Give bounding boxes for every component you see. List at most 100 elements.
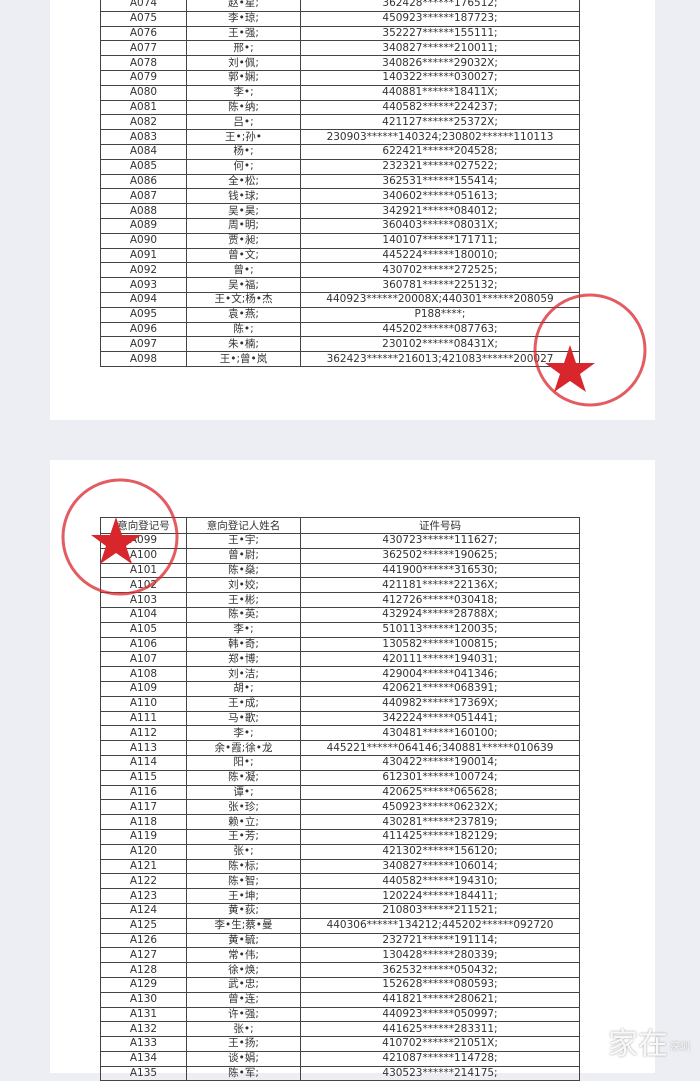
- id-number-cell: 440923******050997;: [300, 1006, 580, 1023]
- registrant-name-cell: 李•;: [186, 621, 301, 638]
- registration-no-cell: A078: [100, 55, 187, 71]
- registration-no-cell: A075: [100, 10, 187, 27]
- id-number-cell: 450923******06232X;: [300, 799, 580, 816]
- id-number-cell: 362502******190625;: [300, 547, 580, 564]
- registration-no-cell: A128: [100, 962, 187, 978]
- registration-no-cell: A080: [100, 84, 187, 101]
- company-seal-stamp: [61, 478, 179, 596]
- registrant-name-cell: 王•文;杨•杰: [186, 291, 301, 308]
- registrant-name-cell: 阳•;: [186, 754, 301, 771]
- company-seal-stamp: [533, 293, 647, 407]
- id-number-cell: 410702******21051X;: [300, 1036, 580, 1052]
- id-number-cell: 152628******080593;: [300, 976, 580, 993]
- id-number-cell: 612301******100724;: [300, 769, 580, 786]
- registrant-name-cell: 谈•娟;: [186, 1050, 301, 1067]
- table-row: A115 陈•凝; 612301******100724;: [100, 769, 580, 786]
- id-number-cell: 622421******204528;: [300, 143, 580, 160]
- registration-no-cell: A113: [100, 740, 187, 756]
- table-row: A135 陈•军; 430523******214175;: [100, 1065, 580, 1081]
- registration-no-cell: A081: [100, 99, 187, 116]
- registration-no-cell: A114: [100, 754, 187, 771]
- table-row: A079 郭•娴; 140322******030027;: [100, 69, 580, 86]
- id-number-cell: 421181******22136X;: [300, 577, 580, 594]
- id-number-cell: 440306******134212;445202******092720: [300, 917, 580, 934]
- table-row: A107 郑•博; 420111******194031;: [100, 651, 580, 668]
- table-row: A117 张•珍; 450923******06232X;: [100, 799, 580, 816]
- id-number-cell: 440881******18411X;: [300, 84, 580, 101]
- registration-no-cell: A077: [100, 40, 187, 57]
- table-row: A113 余•霞;徐•龙 445221******064146;340881****…: [100, 740, 580, 756]
- registration-no-cell: A135: [100, 1065, 187, 1081]
- registration-no-cell: A097: [100, 336, 187, 353]
- table-row: A111 马•歌; 342224******051441;: [100, 710, 580, 727]
- registration-no-cell: A076: [100, 25, 187, 42]
- registration-no-cell: A125: [100, 917, 187, 934]
- table-row: A114 阳•; 430422******190014;: [100, 754, 580, 771]
- registration-no-cell: A095: [100, 306, 187, 323]
- id-number-cell: 362423******216013;421083******200027: [300, 351, 580, 367]
- table-row: A081 陈•纳; 440582******224237;: [100, 99, 580, 116]
- id-number-cell: 342224******051441;: [300, 710, 580, 727]
- table-row: A134 谈•娟; 421087******114728;: [100, 1050, 580, 1067]
- registration-no-cell: A118: [100, 814, 187, 830]
- registration-no-cell: A109: [100, 680, 187, 697]
- registrant-name-cell: 王•坤;: [186, 888, 301, 904]
- table-row: A118 赖•立; 430281******237819;: [100, 814, 580, 830]
- registrant-name-cell: 钱•球;: [186, 188, 301, 205]
- registrant-name-cell: 王•芳;: [186, 828, 301, 845]
- table-row: A083 王•;孙• 230903******140324;230802******…: [100, 129, 580, 145]
- registrant-name-cell: 王•扬;: [186, 1036, 301, 1052]
- registrant-name-cell: 王•;曾•岚: [186, 351, 301, 367]
- id-number-cell: 420625******065628;: [300, 784, 580, 801]
- id-number-cell: 360403******08031X;: [300, 217, 580, 234]
- registrant-name-cell: 郑•博;: [186, 651, 301, 668]
- table-row: A128 徐•焕; 362532******050432;: [100, 962, 580, 978]
- registration-table-1: A074 赵•星; 362428******176512; A075 李•琼; 45092…: [100, 0, 580, 367]
- registration-no-cell: A132: [100, 1021, 187, 1038]
- watermark-main: 家在: [608, 1027, 668, 1062]
- table-row: A082 吕•; 421127******25372X;: [100, 114, 580, 131]
- registrant-name-cell: 李•;: [186, 84, 301, 101]
- registrant-name-cell: 武•忠;: [186, 976, 301, 993]
- table-row: A097 朱•楠; 230102******08431X;: [100, 336, 580, 353]
- registration-no-cell: A111: [100, 710, 187, 727]
- registrant-name-cell: 谭•;: [186, 784, 301, 801]
- id-number-cell: 140107******171711;: [300, 232, 580, 249]
- registrant-name-cell: 李•;: [186, 725, 301, 742]
- registrant-name-cell: 王•成;: [186, 695, 301, 712]
- header-registrant-name: 意向登记人姓名: [186, 517, 301, 534]
- registrant-name-cell: 全•松;: [186, 173, 301, 190]
- table-row: A076 王•强; 352227******155111;: [100, 25, 580, 42]
- id-number-cell: 232721******191114;: [300, 932, 580, 949]
- registration-no-cell: A089: [100, 217, 187, 234]
- id-number-cell: 430523******214175;: [300, 1065, 580, 1081]
- registration-no-cell: A123: [100, 888, 187, 904]
- registration-no-cell: A119: [100, 828, 187, 845]
- id-number-cell: 421302******156120;: [300, 843, 580, 860]
- id-number-cell: 432924******28788X;: [300, 606, 580, 623]
- registration-no-cell: A082: [100, 114, 187, 131]
- registrant-name-cell: 李•生;蔡•曼: [186, 917, 301, 934]
- registrant-name-cell: 郭•娴;: [186, 69, 301, 86]
- table-row: A126 黄•毓; 232721******191114;: [100, 932, 580, 949]
- table-row: A090 贾•昶; 140107******171711;: [100, 232, 580, 249]
- id-number-cell: 445224******180010;: [300, 247, 580, 264]
- id-number-cell: 429004******041346;: [300, 666, 580, 682]
- registrant-name-cell: 李•琼;: [186, 10, 301, 27]
- header-registration-no: 意向登记号: [100, 517, 187, 534]
- registrant-name-cell: 张•;: [186, 1021, 301, 1038]
- watermark-sub: 深圳: [670, 1042, 690, 1053]
- table-header-row: 意向登记号 意向登记人姓名 证件号码: [100, 517, 580, 534]
- table-row: A133 王•扬; 410702******21051X;: [100, 1036, 580, 1052]
- registrant-name-cell: 王•强;: [186, 25, 301, 42]
- id-number-cell: 440582******194310;: [300, 873, 580, 890]
- table-row: A116 谭•; 420625******065628;: [100, 784, 580, 801]
- registrant-name-cell: 刘•洁;: [186, 666, 301, 682]
- registration-no-cell: A115: [100, 769, 187, 786]
- table-row: A132 张•; 441625******283311;: [100, 1021, 580, 1038]
- id-number-cell: 340826******29032X;: [300, 55, 580, 71]
- registration-no-cell: A110: [100, 695, 187, 712]
- registrant-name-cell: 陈•军;: [186, 1065, 301, 1081]
- registrant-name-cell: 陈•燊;: [186, 562, 301, 579]
- registrant-name-cell: 韩•奇;: [186, 636, 301, 653]
